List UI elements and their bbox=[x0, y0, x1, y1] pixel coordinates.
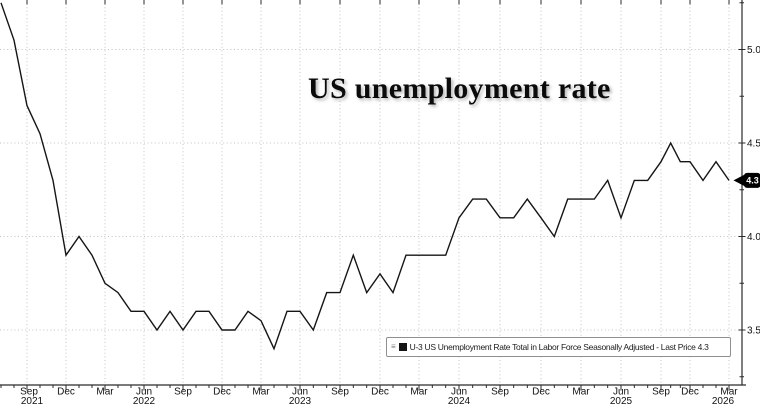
y-tick-label: 4.0 bbox=[747, 232, 760, 243]
axes bbox=[0, 0, 746, 386]
x-year-label: 2023 bbox=[289, 396, 312, 405]
x-tick-label: Sep bbox=[491, 387, 509, 398]
x-tick-label: Mar bbox=[252, 387, 270, 398]
series-swatch-icon bbox=[398, 343, 407, 351]
x-tick-label: Mar bbox=[96, 387, 114, 398]
x-year-label: 2024 bbox=[448, 396, 471, 405]
x-year-label: 2025 bbox=[610, 396, 633, 405]
last-price-value: 4.3 bbox=[746, 176, 759, 186]
x-tick-label: Sep bbox=[20, 387, 38, 398]
y-tick-label: 5.0 bbox=[747, 45, 760, 56]
x-year-label: 2022 bbox=[133, 396, 156, 405]
x-year-label: 2021 bbox=[21, 396, 44, 405]
x-tick-label: Mar bbox=[410, 387, 428, 398]
last-price-badge: 4.3 bbox=[733, 172, 760, 188]
x-tick-label: Jun bbox=[613, 387, 629, 398]
x-tick-label: Dec bbox=[532, 387, 550, 398]
x-tick-label: Dec bbox=[213, 387, 231, 398]
x-year-label: 2026 bbox=[712, 396, 735, 405]
menu-icon: ≡ bbox=[391, 342, 396, 351]
y-axis: 3.5 4.0 4.5 5.0 bbox=[738, 2, 760, 378]
unemployment-line-series bbox=[0, 2, 730, 351]
x-tick-label: Sep bbox=[174, 387, 192, 398]
x-tick-label: Mar bbox=[720, 387, 738, 398]
x-tick-label: Jun bbox=[136, 387, 152, 398]
x-tick-label: Mar bbox=[572, 387, 590, 398]
x-tick-label: Jun bbox=[451, 387, 467, 398]
chart-title: US unemployment rate bbox=[308, 72, 611, 105]
legend-item[interactable]: ≡ U-3 US Unemployment Rate Total in Labo… bbox=[386, 337, 731, 357]
x-tick-label: Dec bbox=[681, 387, 699, 398]
x-tick-label: Jun bbox=[292, 387, 308, 398]
legend-label: U-3 US Unemployment Rate Total in Labor … bbox=[409, 342, 709, 352]
x-tick-label: Sep bbox=[331, 387, 349, 398]
x-tick-label: Dec bbox=[57, 387, 75, 398]
gridlines bbox=[0, 0, 742, 385]
y-tick-label: 3.5 bbox=[747, 326, 760, 337]
x-tick-label: Dec bbox=[371, 387, 389, 398]
y-tick-label: 4.5 bbox=[747, 139, 760, 150]
x-tick-label: Sep bbox=[652, 387, 670, 398]
